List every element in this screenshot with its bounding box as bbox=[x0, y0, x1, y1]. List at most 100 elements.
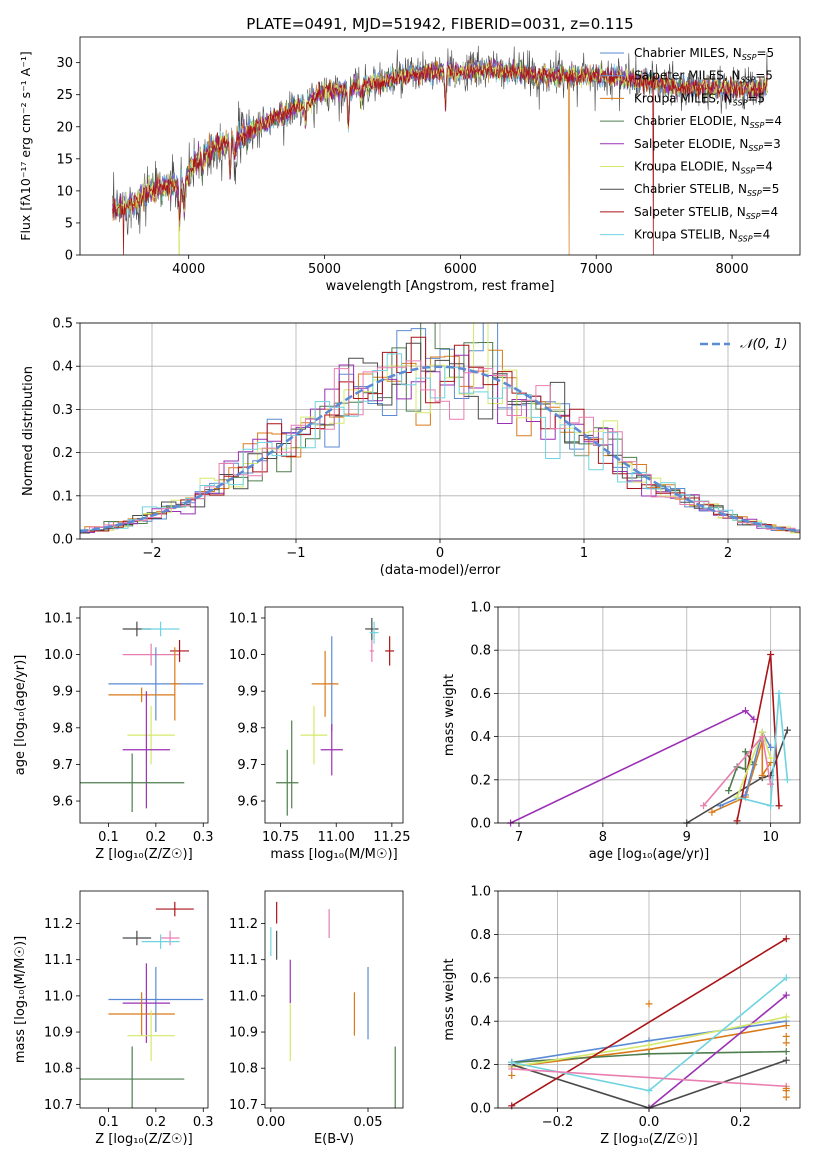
legend-entry: Salpeter ELODIE, NSSP=3 bbox=[634, 137, 781, 153]
x-tick-label: 10.75 bbox=[262, 830, 299, 845]
weight-marker bbox=[508, 1071, 516, 1079]
y-axis-label: Flux [fλ10⁻¹⁷ erg cm⁻² s⁻¹ A⁻¹] bbox=[18, 51, 33, 240]
weight-marker bbox=[645, 1050, 653, 1058]
weight-marker bbox=[741, 791, 749, 799]
y-tick-label: 0.6 bbox=[470, 971, 491, 986]
legend-entry: Chabrier ELODIE, NSSP=4 bbox=[634, 114, 782, 130]
weight-marker bbox=[782, 991, 790, 999]
weight-line-6 bbox=[736, 693, 789, 807]
weight-marker bbox=[782, 1056, 790, 1064]
legend-entry: Salpeter STELIB, NSSP=4 bbox=[634, 205, 778, 221]
y-tick-label: 0.0 bbox=[52, 533, 73, 548]
y-tick-label: 9.8 bbox=[237, 721, 258, 736]
mass-vs-metallicity-panel: 0.1 0.2 0.3 10.7 10.8 10.9 11.0 11.1 11.2 Z [log₁… bbox=[13, 890, 214, 1147]
weight-marker bbox=[767, 743, 775, 751]
legend-entry: Kroupa ELODIE, NSSP=4 bbox=[634, 160, 773, 176]
weight-marker bbox=[767, 754, 775, 762]
x-tick-label: 5000 bbox=[308, 262, 341, 277]
weight-marker bbox=[782, 1022, 790, 1030]
y-tick-label: 10.1 bbox=[44, 611, 73, 626]
weight-marker bbox=[783, 726, 791, 734]
x-tick-label: 8000 bbox=[716, 262, 749, 277]
x-tick-label: 6000 bbox=[444, 262, 477, 277]
y-tick-label: 0.1 bbox=[52, 489, 73, 504]
axes-frame bbox=[264, 890, 404, 1109]
histogram-step-0 bbox=[80, 323, 800, 533]
y-tick-label: 0.5 bbox=[52, 317, 73, 332]
weight-marker bbox=[645, 1041, 653, 1049]
weight-line-6 bbox=[511, 938, 787, 1107]
figure-title: PLATE=0491, MJD=51942, FIBERID=0031, z=0… bbox=[246, 15, 633, 33]
y-tick-label: 0.2 bbox=[470, 1058, 491, 1073]
age-vs-mass-panel: 10.75 11.00 11.25 9.6 9.7 9.8 9.9 10.0 10.1 mass … bbox=[229, 606, 410, 862]
y-tick-label: 9.6 bbox=[52, 795, 73, 810]
x-tick-label: 0.0 bbox=[639, 1115, 660, 1130]
weight-line-3 bbox=[648, 994, 787, 1108]
legend-entry: Chabrier MILES, NSSP=5 bbox=[634, 46, 774, 62]
weight-marker bbox=[741, 707, 749, 715]
histogram-step-4 bbox=[80, 323, 800, 534]
y-tick-label: 10 bbox=[56, 184, 73, 199]
y-axis-label: Normed distribution bbox=[21, 366, 36, 496]
age-vs-metallicity-panel: 0.1 0.2 0.3 9.6 9.7 9.8 9.9 10.0 10.1 Z [log₁₀(Z/… bbox=[13, 606, 214, 862]
y-axis-label: mass [log₁₀(M/M☉)] bbox=[13, 936, 28, 1063]
x-tick-label: 8 bbox=[599, 830, 607, 845]
x-tick-label: 1 bbox=[580, 546, 588, 561]
x-tick-label: 7 bbox=[515, 830, 523, 845]
weight-marker bbox=[508, 1058, 516, 1066]
y-tick-label: 0.4 bbox=[470, 730, 491, 745]
legend-entry: Chabrier STELIB, NSSP=5 bbox=[634, 182, 779, 198]
x-tick-label: 9 bbox=[683, 830, 691, 845]
y-tick-label: 0.0 bbox=[470, 1102, 491, 1117]
x-tick-label: 0.2 bbox=[146, 830, 167, 845]
y-tick-label: 0.4 bbox=[470, 1015, 491, 1030]
weight-line-8 bbox=[511, 1068, 787, 1088]
y-axis-label: mass weight bbox=[442, 674, 457, 756]
axes-frame bbox=[497, 606, 801, 824]
y-tick-label: 11.1 bbox=[44, 953, 73, 968]
weight-marker bbox=[758, 733, 766, 741]
weight-marker bbox=[645, 1087, 653, 1095]
y-tick-label: 0.4 bbox=[52, 360, 73, 375]
x-tick-label: 0.3 bbox=[193, 1115, 214, 1130]
weight-line-4 bbox=[719, 730, 772, 807]
axes-frame bbox=[264, 606, 404, 824]
weight-line-1 bbox=[686, 729, 789, 823]
y-tick-label: 10.8 bbox=[44, 1062, 73, 1077]
weight-marker bbox=[725, 787, 733, 795]
weight-marker bbox=[782, 935, 790, 943]
y-tick-label: 1.0 bbox=[470, 601, 491, 616]
massweight-vs-metallicity-panel: −0.2 0.0 0.2 0.0 0.2 0.4 0.6 0.8 1.0 Z [log₁₀(Z/Z… bbox=[442, 885, 801, 1147]
axes-frame bbox=[79, 606, 209, 824]
y-tick-label: 0.0 bbox=[470, 817, 491, 832]
x-tick-label: 0.1 bbox=[98, 1115, 119, 1130]
y-axis-label: mass weight bbox=[442, 958, 457, 1040]
y-tick-label: 0.2 bbox=[52, 446, 73, 461]
y-tick-label: 10.7 bbox=[44, 1098, 73, 1113]
y-tick-label: 9.9 bbox=[237, 685, 258, 700]
legend-entry: 𝒩(0, 1) bbox=[740, 337, 787, 352]
y-tick-label: 11.2 bbox=[229, 917, 258, 932]
y-tick-label: 0.8 bbox=[470, 928, 491, 943]
weight-marker bbox=[708, 808, 716, 816]
weight-marker bbox=[750, 715, 758, 723]
x-tick-label: 11.25 bbox=[373, 830, 410, 845]
spectrum-panel: 4000 5000 6000 7000 8000 0 5 10 15 20 25 30 waveleng… bbox=[18, 36, 801, 294]
y-tick-label: 11.0 bbox=[44, 989, 73, 1004]
x-tick-label: 0.00 bbox=[256, 1115, 285, 1130]
y-tick-label: 10.0 bbox=[229, 648, 258, 663]
weight-marker bbox=[767, 651, 775, 659]
y-tick-label: 9.9 bbox=[52, 685, 73, 700]
weight-marker bbox=[741, 748, 749, 756]
weight-marker bbox=[733, 793, 741, 801]
histogram-step-5 bbox=[80, 342, 800, 534]
x-axis-label: (data-model)/error bbox=[380, 563, 501, 578]
histogram-step-8 bbox=[80, 360, 800, 533]
x-axis-label: E(B-V) bbox=[314, 1132, 354, 1147]
y-tick-label: 1.0 bbox=[470, 885, 491, 900]
x-tick-label: 11.00 bbox=[318, 830, 355, 845]
y-tick-label: 30 bbox=[56, 56, 73, 71]
x-axis-label: Z [log₁₀(Z/Z☉)] bbox=[95, 1132, 192, 1147]
x-tick-label: 0.2 bbox=[730, 1115, 751, 1130]
legend-entry: Kroupa STELIB, NSSP=4 bbox=[634, 228, 770, 244]
